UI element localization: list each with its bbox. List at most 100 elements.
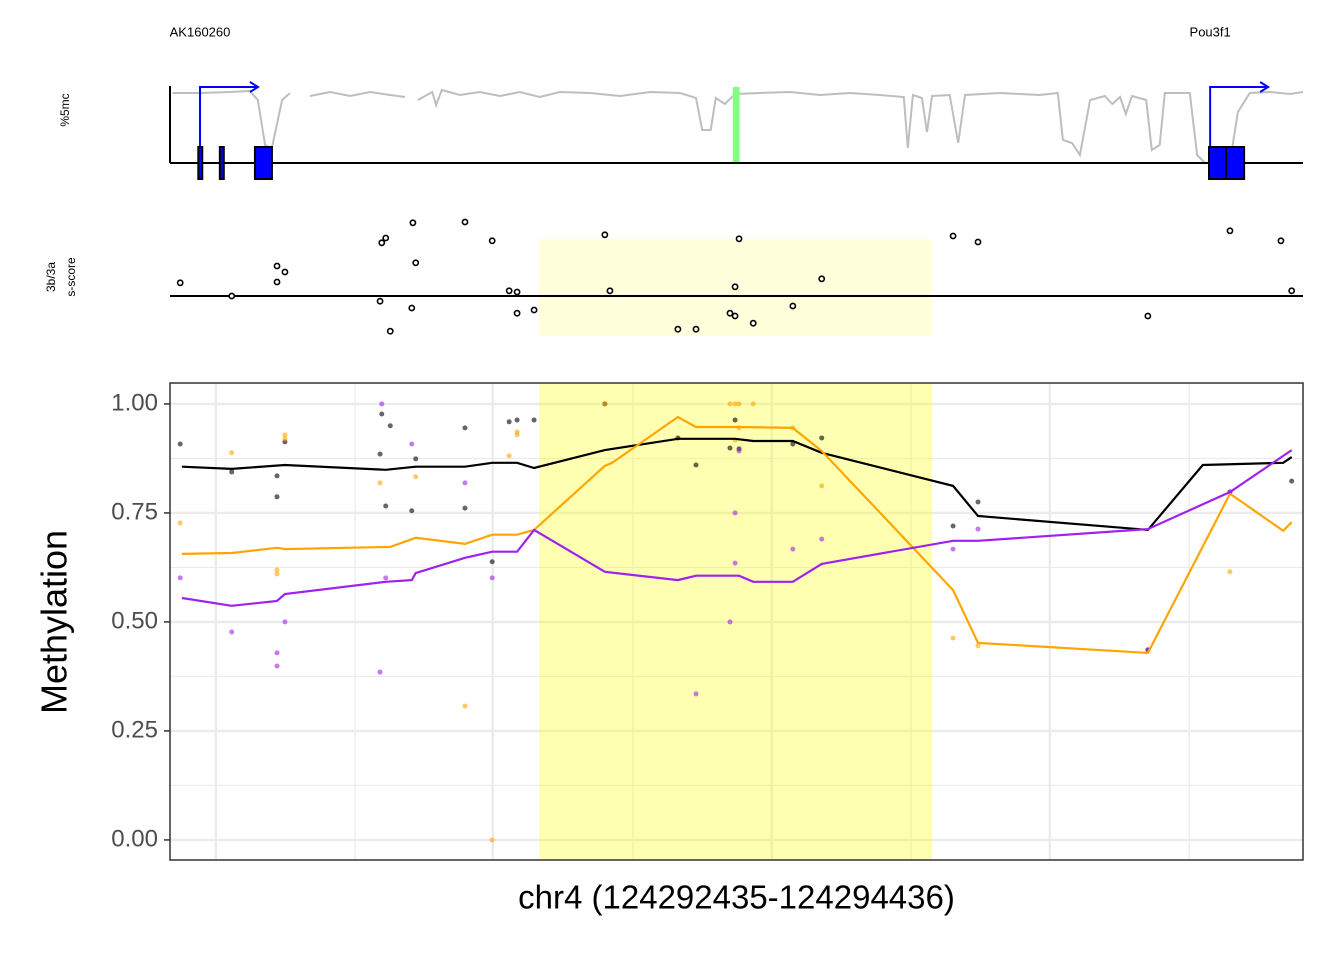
sample-point	[282, 432, 288, 438]
methylation-track	[172, 88, 1304, 165]
score-point	[731, 283, 739, 291]
sample-point	[462, 480, 468, 486]
sample-point	[514, 432, 520, 438]
x-axis-label: chr4 (124292435-124294436)	[518, 879, 955, 916]
sample-point	[1289, 478, 1295, 484]
sample-point	[229, 450, 235, 456]
sample-point	[282, 436, 288, 442]
sample-point	[732, 510, 738, 516]
sample-point	[975, 499, 981, 505]
score-point	[949, 232, 957, 240]
sample-point	[462, 425, 468, 431]
sample-point	[514, 417, 520, 423]
sample-point	[409, 508, 415, 514]
score-point	[513, 309, 521, 317]
sample-point	[379, 411, 385, 417]
score-point	[408, 304, 416, 312]
sample-point	[1227, 569, 1233, 575]
y-tick-label: 0.50	[111, 607, 158, 634]
exon	[1224, 146, 1246, 180]
tss-arrow	[1209, 86, 1267, 147]
score-point	[530, 306, 538, 314]
sample-point	[462, 703, 468, 709]
sample-point	[413, 474, 419, 480]
score-point	[378, 239, 386, 247]
y-tick-label: 0.00	[111, 825, 158, 852]
sample-point	[693, 462, 699, 468]
score-point	[281, 268, 289, 276]
sample-point	[950, 546, 956, 552]
sample-point	[177, 520, 183, 526]
sample-point	[975, 526, 981, 532]
sample-point	[489, 559, 495, 565]
sample-point	[274, 663, 280, 669]
score-point	[1277, 237, 1285, 245]
tss-arrowhead	[1259, 81, 1271, 93]
score-point	[505, 287, 513, 295]
score-point	[601, 231, 609, 239]
score-point	[731, 312, 739, 320]
sample-point	[531, 417, 537, 423]
sample-point	[950, 523, 956, 529]
sample-point	[506, 419, 512, 425]
sample-point	[950, 635, 956, 641]
sample-point	[229, 629, 235, 635]
sample-point	[377, 451, 383, 457]
exon	[253, 146, 273, 180]
y-tick-label: 0.75	[111, 498, 158, 525]
sample-point	[274, 571, 280, 577]
sample-point	[274, 567, 280, 573]
sample-point	[602, 401, 608, 407]
y-axis-label: Methylation	[34, 530, 75, 714]
sample-point	[736, 401, 742, 407]
smoothed-line	[181, 437, 1293, 532]
score-point	[606, 287, 614, 295]
score-point	[974, 238, 982, 246]
sample-point	[727, 445, 733, 451]
gene-label: AK160260	[170, 24, 231, 39]
smoothed-line	[181, 415, 1293, 655]
track-label: %5mc	[58, 93, 72, 126]
score-point	[382, 234, 390, 242]
score-point	[818, 275, 826, 283]
panel-label: 3b/3a	[44, 262, 58, 292]
sample-point	[462, 505, 468, 511]
sample-point	[975, 643, 981, 649]
sample-point	[750, 401, 756, 407]
sample-point	[177, 575, 183, 581]
sample-point	[377, 480, 383, 486]
sample-point	[489, 575, 495, 581]
score-point	[789, 302, 797, 310]
exon	[1208, 146, 1227, 180]
score-point	[488, 237, 496, 245]
score-point	[461, 218, 469, 226]
sample-point	[693, 691, 699, 697]
exon	[218, 146, 225, 180]
sample-point	[282, 619, 288, 625]
score-point	[176, 279, 184, 287]
sample-point	[274, 494, 280, 500]
score-point	[1144, 312, 1152, 320]
sample-point	[732, 417, 738, 423]
score-point	[386, 327, 394, 335]
score-point	[726, 309, 734, 317]
tss-arrow	[199, 86, 257, 147]
panel-label: s-score	[64, 257, 78, 297]
sample-point	[489, 837, 495, 843]
sample-point	[274, 473, 280, 479]
y-tick-label: 0.25	[111, 716, 158, 743]
score-point	[412, 259, 420, 267]
sample-point	[506, 453, 512, 459]
score-point	[228, 292, 236, 300]
smoothed-line	[181, 449, 1293, 607]
sample-point	[727, 401, 733, 407]
sample-point	[736, 448, 742, 454]
gene-label: Pou3f1	[1190, 24, 1231, 39]
sample-point	[790, 441, 796, 447]
sample-point	[379, 401, 385, 407]
sample-point	[790, 546, 796, 552]
tss-arrowhead	[249, 81, 260, 93]
score-point	[376, 297, 384, 305]
